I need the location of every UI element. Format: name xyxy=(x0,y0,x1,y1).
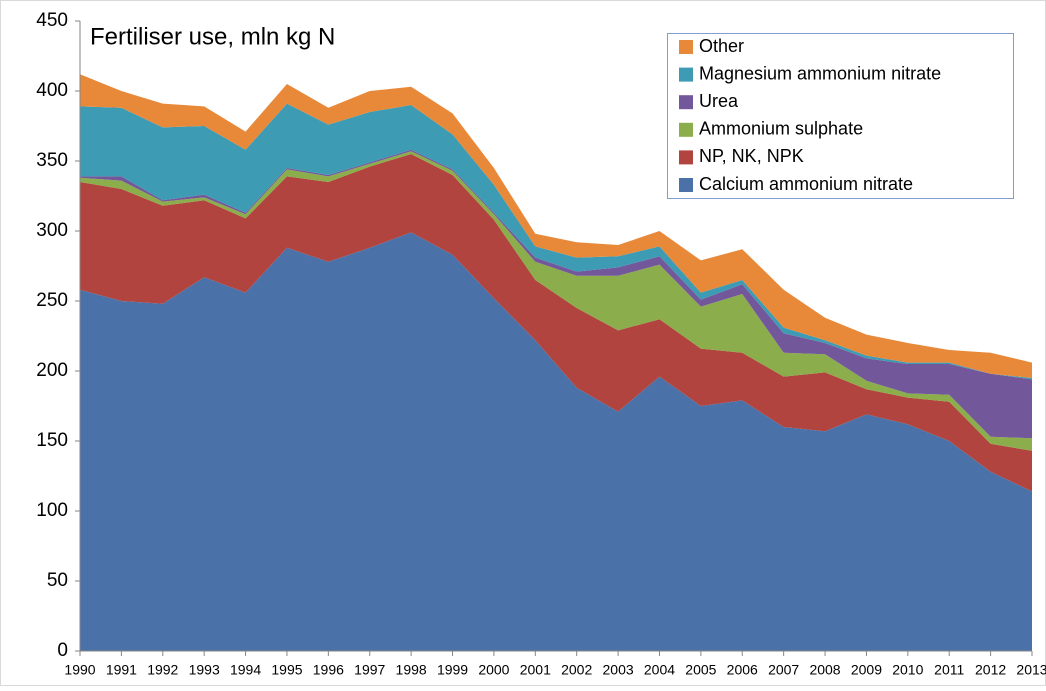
legend-label: Magnesium ammonium nitrate xyxy=(699,63,941,83)
x-tick-label: 2000 xyxy=(478,662,509,678)
legend-swatch xyxy=(679,40,693,54)
x-tick-label: 1990 xyxy=(64,662,95,678)
x-tick-label: 1997 xyxy=(354,662,385,678)
legend-swatch xyxy=(679,150,693,165)
y-tick-label: 250 xyxy=(36,290,68,311)
area xyxy=(80,154,1032,492)
y-tick-label: 100 xyxy=(36,500,68,521)
areas xyxy=(80,74,1032,651)
x-tick-label: 1995 xyxy=(271,662,302,678)
x-tick-label: 1991 xyxy=(106,662,137,678)
x-tick-label: 1992 xyxy=(147,662,178,678)
legend-swatch xyxy=(679,122,693,137)
legend-label: Other xyxy=(699,36,744,56)
x-tick-label: 2001 xyxy=(520,662,551,678)
legend xyxy=(667,33,1014,199)
x-tick-label: 2004 xyxy=(644,662,675,678)
area xyxy=(80,232,1032,651)
y-tick-label: 150 xyxy=(36,430,68,451)
legend-label: Ammonium sulphate xyxy=(699,119,863,139)
x-tick-label: 1993 xyxy=(189,662,220,678)
x-tick-label: 2006 xyxy=(727,662,758,678)
y-tick-label: 0 xyxy=(57,640,68,661)
x-tick-label: 2003 xyxy=(603,662,634,678)
legend-swatch xyxy=(679,95,693,110)
y-tick-label: 400 xyxy=(36,80,68,101)
legend-swatch xyxy=(679,67,693,82)
y-tick-label: 300 xyxy=(36,220,68,241)
y-tick-label: 50 xyxy=(47,570,68,591)
legend-label: Calcium ammonium nitrate xyxy=(699,174,913,194)
x-tick-label: 1994 xyxy=(230,662,261,678)
x-tick-label: 1996 xyxy=(313,662,344,678)
x-tick-label: 2012 xyxy=(975,662,1006,678)
y-tick-label: 200 xyxy=(36,360,68,381)
x-tick-label: 2002 xyxy=(561,662,592,678)
x-tick-label: 2009 xyxy=(851,662,882,678)
x-tick-label: 2013 xyxy=(1016,662,1046,678)
area xyxy=(80,103,1032,380)
y-tick-label: 350 xyxy=(36,150,68,171)
chart-title: Fertiliser use, mln kg N xyxy=(90,23,335,50)
x-tick-label: 2010 xyxy=(892,662,923,678)
legend-label: NP, NK, NPK xyxy=(699,146,804,166)
x-tick-label: 2011 xyxy=(934,662,964,678)
y-tick-label: 450 xyxy=(36,10,68,31)
x-tick-label: 2005 xyxy=(685,662,716,678)
x-tick-label: 2008 xyxy=(809,662,840,678)
area xyxy=(80,74,1032,378)
legend-swatch xyxy=(679,178,693,192)
x-tick-label: 2007 xyxy=(768,662,799,678)
x-tick-label: 1999 xyxy=(437,662,468,678)
x-tick-label: 1998 xyxy=(396,662,427,678)
legend-label: Urea xyxy=(699,91,739,111)
